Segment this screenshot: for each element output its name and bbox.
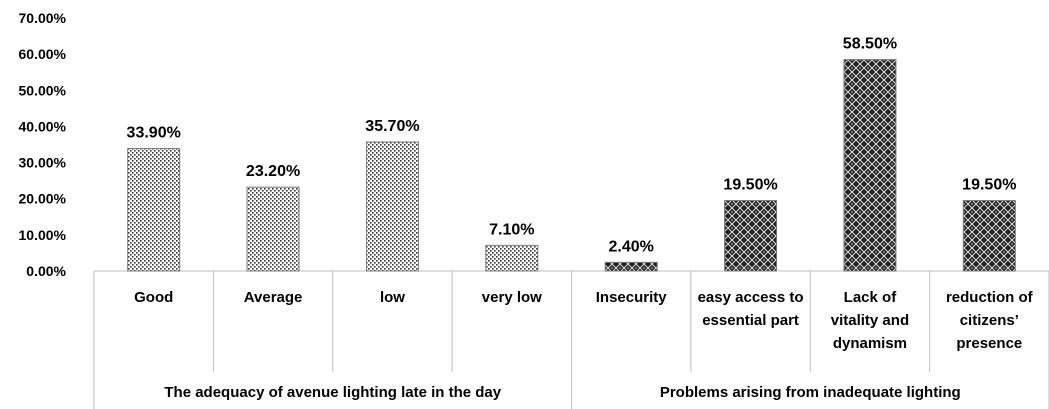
y-tick-label: 60.00% xyxy=(19,46,67,62)
category-label: presence xyxy=(956,335,1022,352)
category-label: essential part xyxy=(702,312,799,329)
bar xyxy=(604,261,658,272)
bar xyxy=(485,244,539,272)
bar xyxy=(127,147,181,272)
data-label: 58.50% xyxy=(843,36,897,53)
bar xyxy=(365,141,419,272)
category-label: low xyxy=(380,289,405,306)
category-label: citizens’ xyxy=(960,312,1019,329)
bar xyxy=(843,59,897,272)
data-label: 7.10% xyxy=(489,221,534,238)
bar xyxy=(962,200,1016,272)
y-tick-label: 70.00% xyxy=(19,10,67,26)
y-tick-label: 40.00% xyxy=(19,118,67,134)
data-label: 23.20% xyxy=(246,163,300,180)
category-label: reduction of xyxy=(946,289,1034,306)
category-label: easy access to xyxy=(698,289,804,306)
category-label: Good xyxy=(134,289,173,306)
category-label: very low xyxy=(482,289,542,306)
y-tick-label: 50.00% xyxy=(19,82,67,98)
y-tick-label: 30.00% xyxy=(19,155,67,171)
data-label: 19.50% xyxy=(962,177,1016,194)
category-label: dynamism xyxy=(833,335,907,352)
bar xyxy=(724,200,778,272)
category-label: vitality and xyxy=(831,312,909,329)
labels: 33.90% Good 23.20% Average 35.70% low 7.10% ver… xyxy=(127,36,1034,401)
y-tick-label: 0.00% xyxy=(26,263,66,279)
category-label: Insecurity xyxy=(596,289,668,306)
group-label: Problems arising from inadequate lightin… xyxy=(660,384,961,401)
data-label: 33.90% xyxy=(127,124,181,141)
bars xyxy=(127,59,1016,272)
data-label: 19.50% xyxy=(723,177,777,194)
data-label: 35.70% xyxy=(365,118,419,135)
category-label: Average xyxy=(244,289,303,306)
y-tick-label: 20.00% xyxy=(19,191,67,207)
category-label: Lack of xyxy=(844,289,898,306)
y-tick-label: 10.00% xyxy=(19,227,67,243)
data-label: 2.40% xyxy=(609,238,654,255)
group-label: The adequacy of avenue lighting late in … xyxy=(164,384,501,401)
bar xyxy=(246,186,300,272)
